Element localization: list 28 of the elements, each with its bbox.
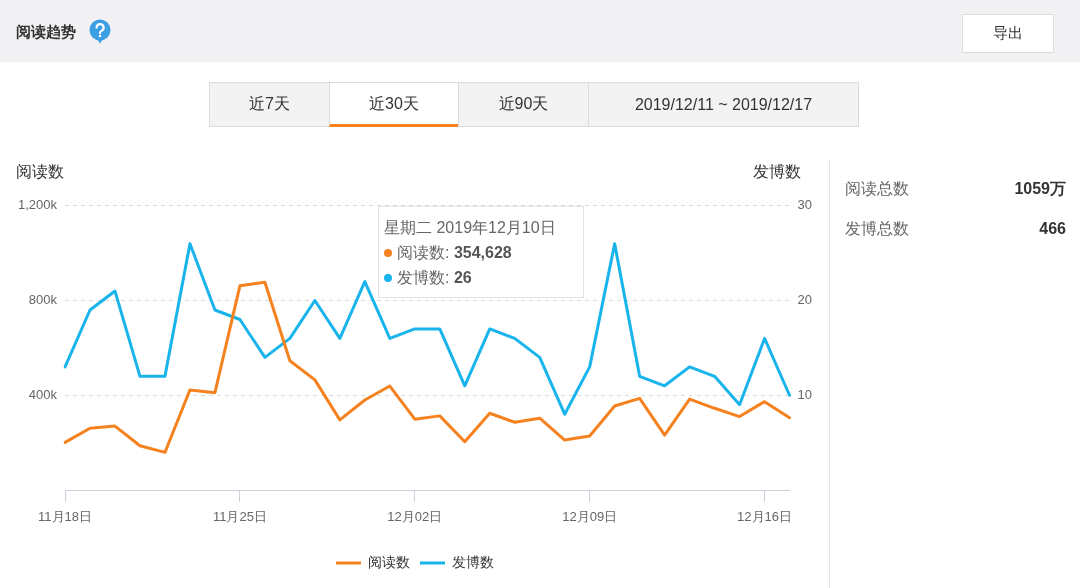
text: 阅读总数	[845, 179, 909, 199]
annotation: 发博数: 26	[397, 268, 472, 288]
annotation: 阅读数: 354,628	[397, 243, 512, 263]
y2-tick-label: 20	[797, 292, 813, 308]
y2-tick-label: 10	[797, 386, 813, 402]
y-tick-label: 400k	[28, 386, 58, 402]
text: 发博总数	[845, 219, 909, 239]
text: 466	[1039, 219, 1066, 239]
text: 近7天	[248, 94, 291, 114]
legend-label: 阅读数	[368, 553, 410, 570]
y-tick-label: 1,200k	[17, 197, 58, 213]
text: 2019/12/11 ~ 2019/12/17	[633, 94, 814, 115]
text: 近30天	[368, 94, 420, 114]
chart-title: 阅读趋势	[16, 22, 76, 42]
x-tick-label: 12月16日	[737, 509, 793, 525]
y2-tick-label: 30	[797, 197, 813, 213]
x-tick-label: 12月02日	[387, 509, 443, 525]
x-tick-label: 12月09日	[562, 509, 618, 525]
y2-axis-title: 发博数	[753, 162, 801, 182]
x-tick-label: 11月18日	[38, 509, 93, 525]
text: 导出	[992, 23, 1024, 43]
y-tick-label: 800k	[28, 292, 58, 308]
x-tick-label: 11月25日	[212, 509, 267, 525]
text: 近90天	[497, 94, 550, 114]
text: 1059万	[1014, 179, 1066, 199]
legend-label: 发博数	[452, 553, 494, 570]
y-axis-title: 阅读数	[16, 162, 64, 182]
annotation: 星期二 2019年12月10日	[384, 218, 557, 238]
